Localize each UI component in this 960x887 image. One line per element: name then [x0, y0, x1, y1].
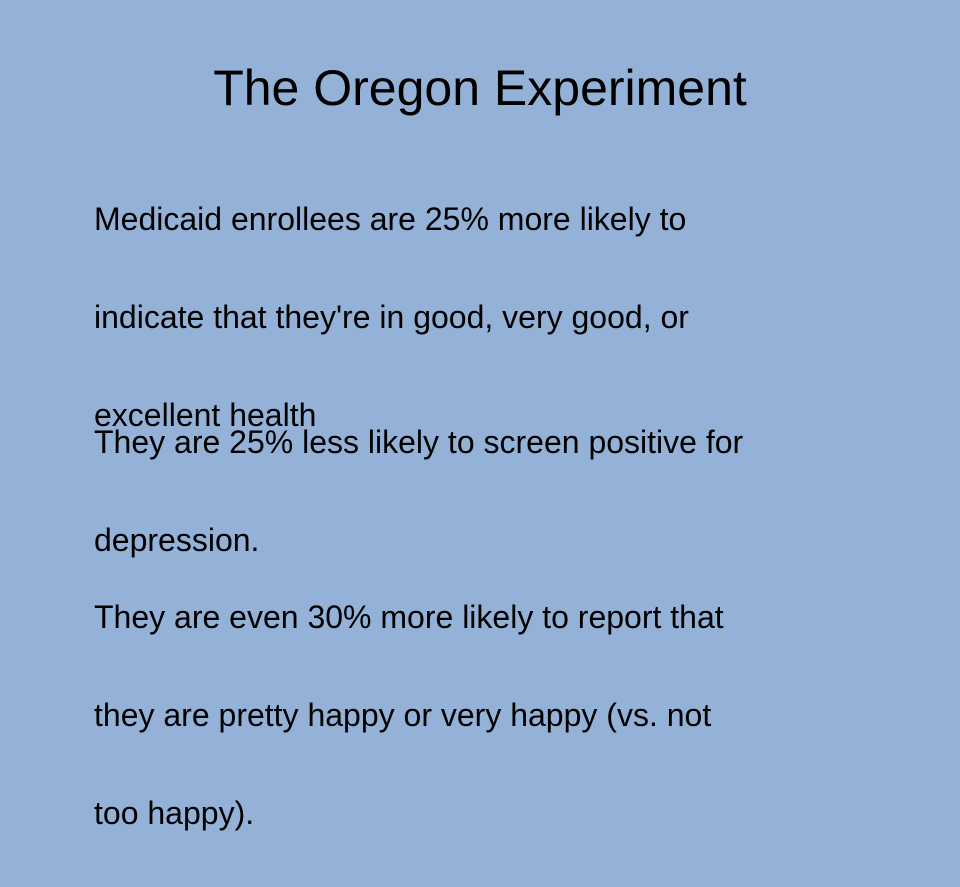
slide: The Oregon Experiment Medicaid enrollees… [94, 60, 894, 831]
paragraph-line: they are pretty happy or very happy (vs.… [94, 697, 712, 733]
paragraph-line: depression. [94, 522, 260, 558]
slide-title: The Oregon Experiment [213, 60, 747, 116]
paragraph-line: indicate that they're in good, very good… [94, 299, 689, 335]
paragraph-line: too happy). [94, 795, 255, 831]
paragraph-line: excellent health [94, 397, 317, 433]
paragraph-line: Medicaid enrollees are 25% more likely t… [94, 201, 687, 237]
paragraph-happiness: They are even 30% more likely to report … [94, 544, 894, 887]
paragraph-depression: They are 25% less likely to screen posit… [94, 369, 894, 614]
paragraph-line: They are even 30% more likely to report … [94, 599, 724, 635]
paragraph-line: They are 25% less likely to screen posit… [94, 424, 744, 460]
paragraph-medicaid-health: Medicaid enrollees are 25% more likely t… [94, 146, 894, 489]
